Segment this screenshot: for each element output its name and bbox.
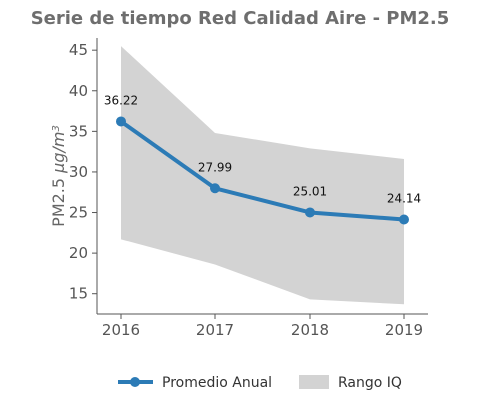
y-tick-label: 35 <box>69 122 88 140</box>
y-axis-label: PM2.5 μg/m3 <box>49 125 68 227</box>
x-tick-label: 2019 <box>385 321 423 339</box>
legend-label-promedio-anual: Promedio Anual <box>162 375 272 391</box>
x-tick-label: 2018 <box>291 321 329 339</box>
y-tick-label: 15 <box>69 285 88 303</box>
series-line-layer <box>116 116 409 225</box>
y-tick-label: 40 <box>69 82 88 100</box>
data-point <box>305 207 315 218</box>
y-axis-label-superscript: 3 <box>51 125 62 131</box>
legend-marker-swatch <box>130 377 140 387</box>
data-label: 27.99 <box>198 160 232 174</box>
y-axis-label-unit: μg/m <box>49 132 68 174</box>
y-axis-label-text: PM2.5 <box>49 173 68 227</box>
y-tick-label: 30 <box>69 163 88 181</box>
axes: 15 20 25 30 35 40 45 2016 2017 2018 2019 PM2.5 μg/m… <box>49 38 428 339</box>
data-label: 25.01 <box>293 184 327 198</box>
legend: Promedio Anual Rango IQ <box>118 375 402 391</box>
iq-range-band-layer <box>121 46 404 305</box>
data-point <box>399 214 409 225</box>
data-label: 36.22 <box>104 93 138 107</box>
x-tick-label: 2016 <box>102 321 140 339</box>
legend-band-swatch <box>299 375 329 389</box>
chart-title: Serie de tiempo Red Calidad Aire - PM2.5 <box>30 8 450 29</box>
data-labels-layer: 36.22 27.99 25.01 24.14 <box>104 93 421 205</box>
y-tick-label: 20 <box>69 244 88 262</box>
legend-label-rango-iq: Rango IQ <box>338 375 402 391</box>
data-point <box>116 116 126 127</box>
series-line-promedio-anual <box>119 119 406 222</box>
y-tick-label: 25 <box>69 204 88 222</box>
iq-range-band <box>121 46 404 305</box>
y-tick-label: 45 <box>69 41 88 59</box>
data-label: 24.14 <box>387 192 421 206</box>
x-tick-label: 2017 <box>196 321 234 339</box>
data-point <box>210 183 220 194</box>
